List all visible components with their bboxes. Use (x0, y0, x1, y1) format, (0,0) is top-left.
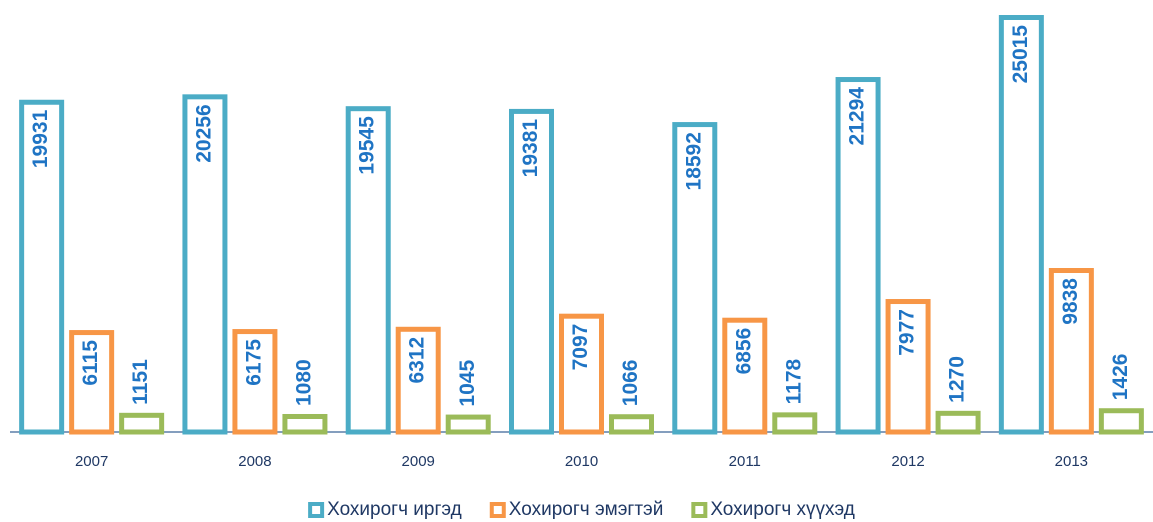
x-tick-label: 2011 (729, 453, 761, 470)
legend-label: Хохирогч хүүхэд (710, 499, 855, 520)
x-tick-label: 2010 (565, 453, 598, 470)
legend: Хохирогч иргэд Хохирогч эмэгтэй Хохирогч х… (308, 499, 855, 520)
bar (885, 299, 931, 435)
value-label: 7977 (896, 309, 919, 356)
bar (1098, 408, 1144, 435)
value-label: 6115 (79, 340, 102, 386)
value-label: 20256 (192, 104, 215, 162)
value-label: 6175 (242, 339, 265, 386)
value-label: 1151 (129, 359, 152, 405)
legend-label: Хохирогч эмэгтэй (509, 499, 664, 520)
value-label: 1066 (619, 360, 642, 407)
bar (345, 106, 391, 435)
bar (609, 414, 654, 435)
bar (672, 122, 718, 435)
value-label: 1178 (782, 358, 805, 404)
bar (282, 413, 328, 435)
bar (509, 108, 554, 435)
value-label: 1045 (456, 360, 479, 407)
bar (722, 317, 768, 435)
value-label: 18592 (682, 132, 705, 190)
bar (119, 412, 165, 435)
value-label: 6312 (406, 337, 429, 384)
bar (395, 326, 441, 435)
bar (772, 412, 818, 435)
bar (19, 99, 65, 435)
value-label: 21294 (846, 87, 869, 146)
x-tick-label: 2013 (1055, 453, 1088, 470)
value-label: 19381 (519, 119, 542, 178)
x-tick-label: 2012 (891, 453, 924, 470)
bar (232, 329, 278, 435)
value-label: 1426 (1109, 354, 1132, 401)
x-tick-label: 2009 (402, 453, 435, 470)
bar (182, 94, 228, 435)
bar (998, 15, 1044, 435)
value-label: 7097 (569, 324, 592, 371)
value-label: 9838 (1059, 278, 1082, 325)
legend-label: Хохирогч иргэд (327, 499, 462, 520)
legend-swatch (489, 502, 506, 518)
legend-swatch (308, 502, 325, 518)
bar (935, 410, 981, 435)
value-label: 19545 (356, 116, 379, 175)
bar (445, 414, 491, 435)
x-tick-label: 2008 (238, 453, 271, 470)
legend-swatch (691, 502, 708, 518)
value-label: 1270 (946, 356, 969, 403)
value-label: 19931 (29, 109, 52, 168)
bar (1048, 268, 1094, 435)
value-label: 6856 (732, 328, 755, 375)
bar (69, 330, 115, 435)
value-label: 1080 (292, 359, 315, 406)
value-label: 25015 (1009, 25, 1032, 84)
bar (559, 313, 604, 435)
x-tick-label: 2007 (75, 453, 108, 470)
bar (835, 77, 881, 435)
